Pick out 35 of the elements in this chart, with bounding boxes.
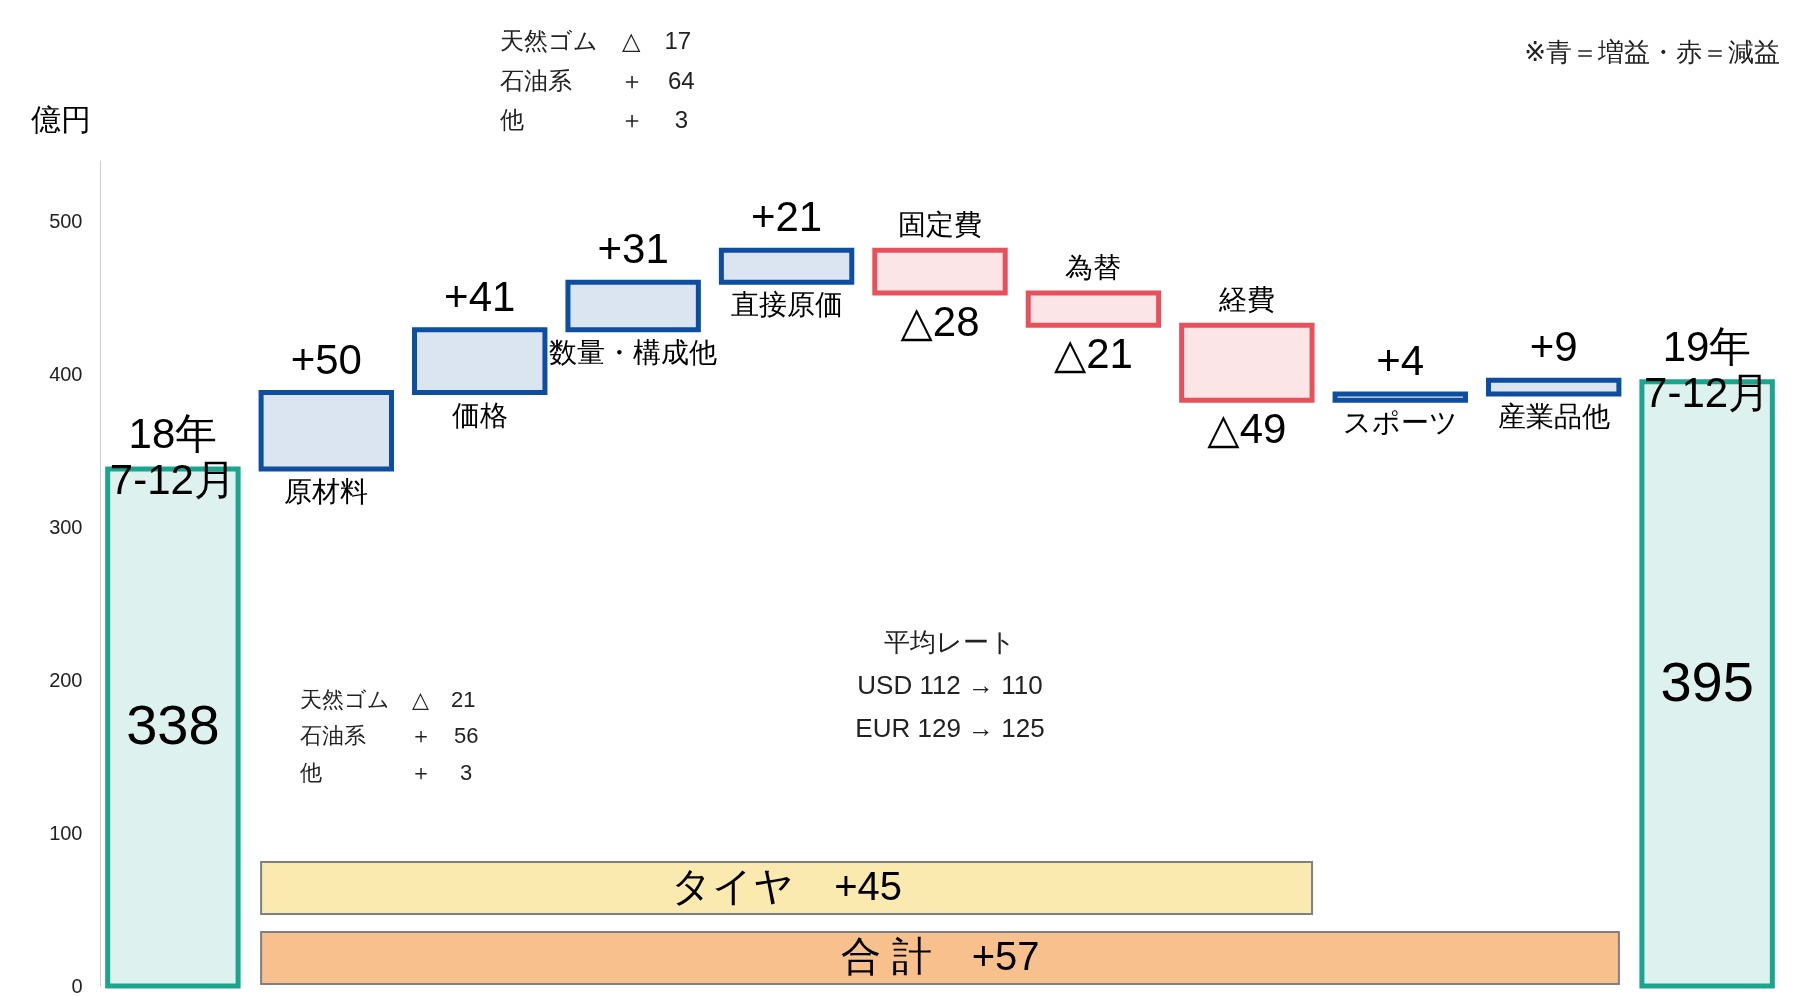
x-tick-label: 19年 7-12月: [1644, 322, 1771, 416]
band-label: 合 計 +57: [840, 934, 1040, 978]
data-label: +21: [750, 193, 823, 241]
x-tick-label: 数量・構成他: [549, 336, 718, 368]
data-label: 395: [1660, 649, 1754, 713]
data-label: +50: [290, 335, 362, 383]
data-label: △21: [1053, 330, 1133, 378]
data-label: △49: [1207, 405, 1287, 453]
text: ※青＝増益・赤＝減益: [1524, 37, 1780, 67]
band-label: タイヤ +45: [671, 864, 903, 908]
x-tick-label: 原材料: [284, 475, 369, 507]
y-tick-label: 0: [71, 974, 83, 996]
x-tick-label: 産業品他: [1497, 401, 1610, 433]
y-tick-label: 100: [49, 821, 83, 844]
annotation: 平均レート USD 112 → 110 EUR 129 → 125: [855, 627, 1045, 743]
y-axis-title: 億円: [30, 102, 91, 136]
data-label: +41: [444, 272, 516, 320]
annotation: 天然ゴム △ 21 石油系 ＋ 56 他 ＋ 3: [300, 687, 479, 785]
x-tick-label: 為替: [1065, 252, 1122, 284]
data-label: 338: [126, 693, 220, 757]
text: 天然ゴム △ 17 石油系 ＋ 64 他 ＋ 3: [500, 27, 695, 134]
y-tick-label: 200: [49, 668, 83, 691]
y-tick-label: 400: [49, 362, 83, 385]
x-tick-label: 直接原価: [730, 289, 843, 321]
data-label: +4: [1376, 337, 1425, 385]
y-tick-label: 300: [49, 515, 83, 538]
x-tick-label: 18年 7-12月: [109, 409, 236, 504]
x-tick-label: 固定費: [898, 209, 982, 241]
data-label: △28: [900, 298, 980, 346]
data-label: +9: [1529, 323, 1578, 371]
x-tick-label: スポーツ: [1342, 407, 1458, 439]
x-tick-label: 価格: [451, 399, 508, 431]
data-label: +31: [597, 225, 669, 273]
y-tick-label: 500: [49, 209, 83, 232]
x-tick-label: 経費: [1217, 284, 1275, 316]
